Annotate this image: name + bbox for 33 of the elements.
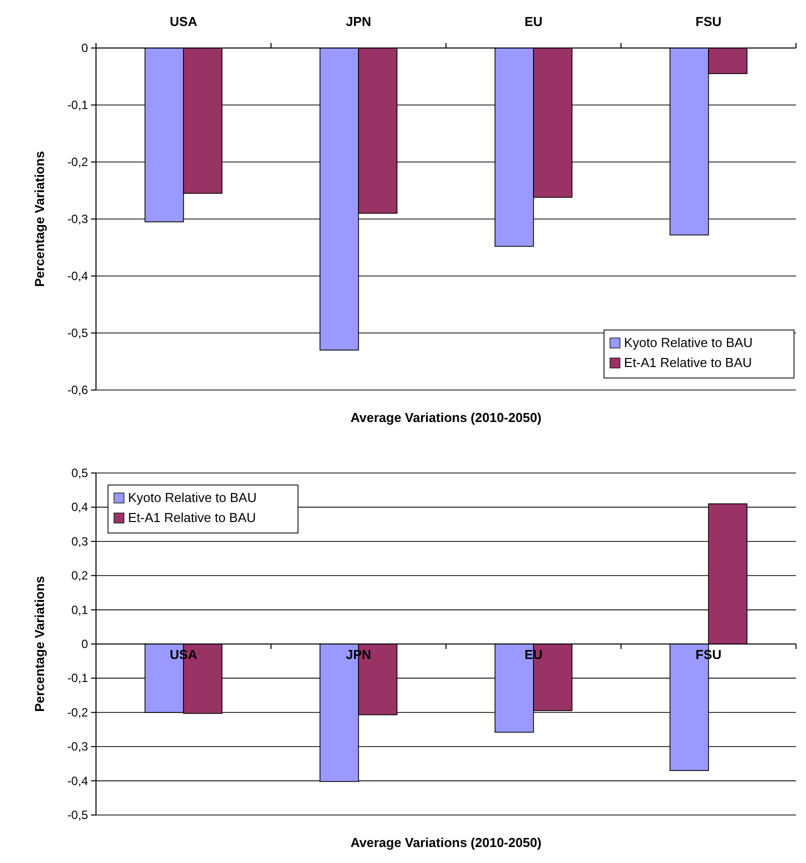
y-axis-title: Percentage Variations <box>32 151 47 287</box>
x-tick-label: JPN <box>346 647 372 662</box>
y-tick-label: -0,6 <box>67 383 88 397</box>
y-tick-label: -0,5 <box>67 808 88 822</box>
x-tick-label: EU <box>524 647 543 662</box>
y-tick-label: 0 <box>81 41 88 55</box>
x-tick-label: EU <box>524 14 543 29</box>
y-tick-label: -0,4 <box>67 269 88 283</box>
y-tick-label: -0,3 <box>67 740 88 754</box>
legend-label: Kyoto Relative to BAU <box>624 335 753 350</box>
legend-label: Et-A1 Relative to BAU <box>624 355 752 370</box>
y-tick-label: -0,1 <box>67 98 88 112</box>
x-tick-label: FSU <box>696 14 722 29</box>
y-tick-label: -0,2 <box>67 705 88 720</box>
x-tick-label: USA <box>170 647 198 662</box>
y-tick-label: 0,4 <box>71 500 88 514</box>
y-tick-label: -0,4 <box>67 774 88 788</box>
y-axis-title: Percentage Variations <box>32 576 47 712</box>
y-tick-label: -0,1 <box>67 671 88 686</box>
legend-label: Et-A1 Relative to BAU <box>128 510 256 525</box>
x-tick-label: JPN <box>346 14 372 29</box>
y-tick-label: -0,3 <box>67 212 88 226</box>
y-tick-label: -0,2 <box>67 155 88 169</box>
y-tick-label: 0,5 <box>71 466 88 480</box>
y-tick-label: 0 <box>81 637 88 651</box>
x-axis-title: Average Variations (2010-2050) <box>350 410 542 425</box>
y-tick-label: 0,3 <box>71 534 88 548</box>
y-tick-label: -0,5 <box>67 326 88 340</box>
x-tick-label: USA <box>170 14 198 29</box>
y-tick-label: 0,1 <box>71 602 88 617</box>
x-axis-title: Average Variations (2010-2050) <box>350 835 542 850</box>
legend-label: Kyoto Relative to BAU <box>128 490 257 505</box>
y-tick-label: 0,2 <box>71 568 88 583</box>
